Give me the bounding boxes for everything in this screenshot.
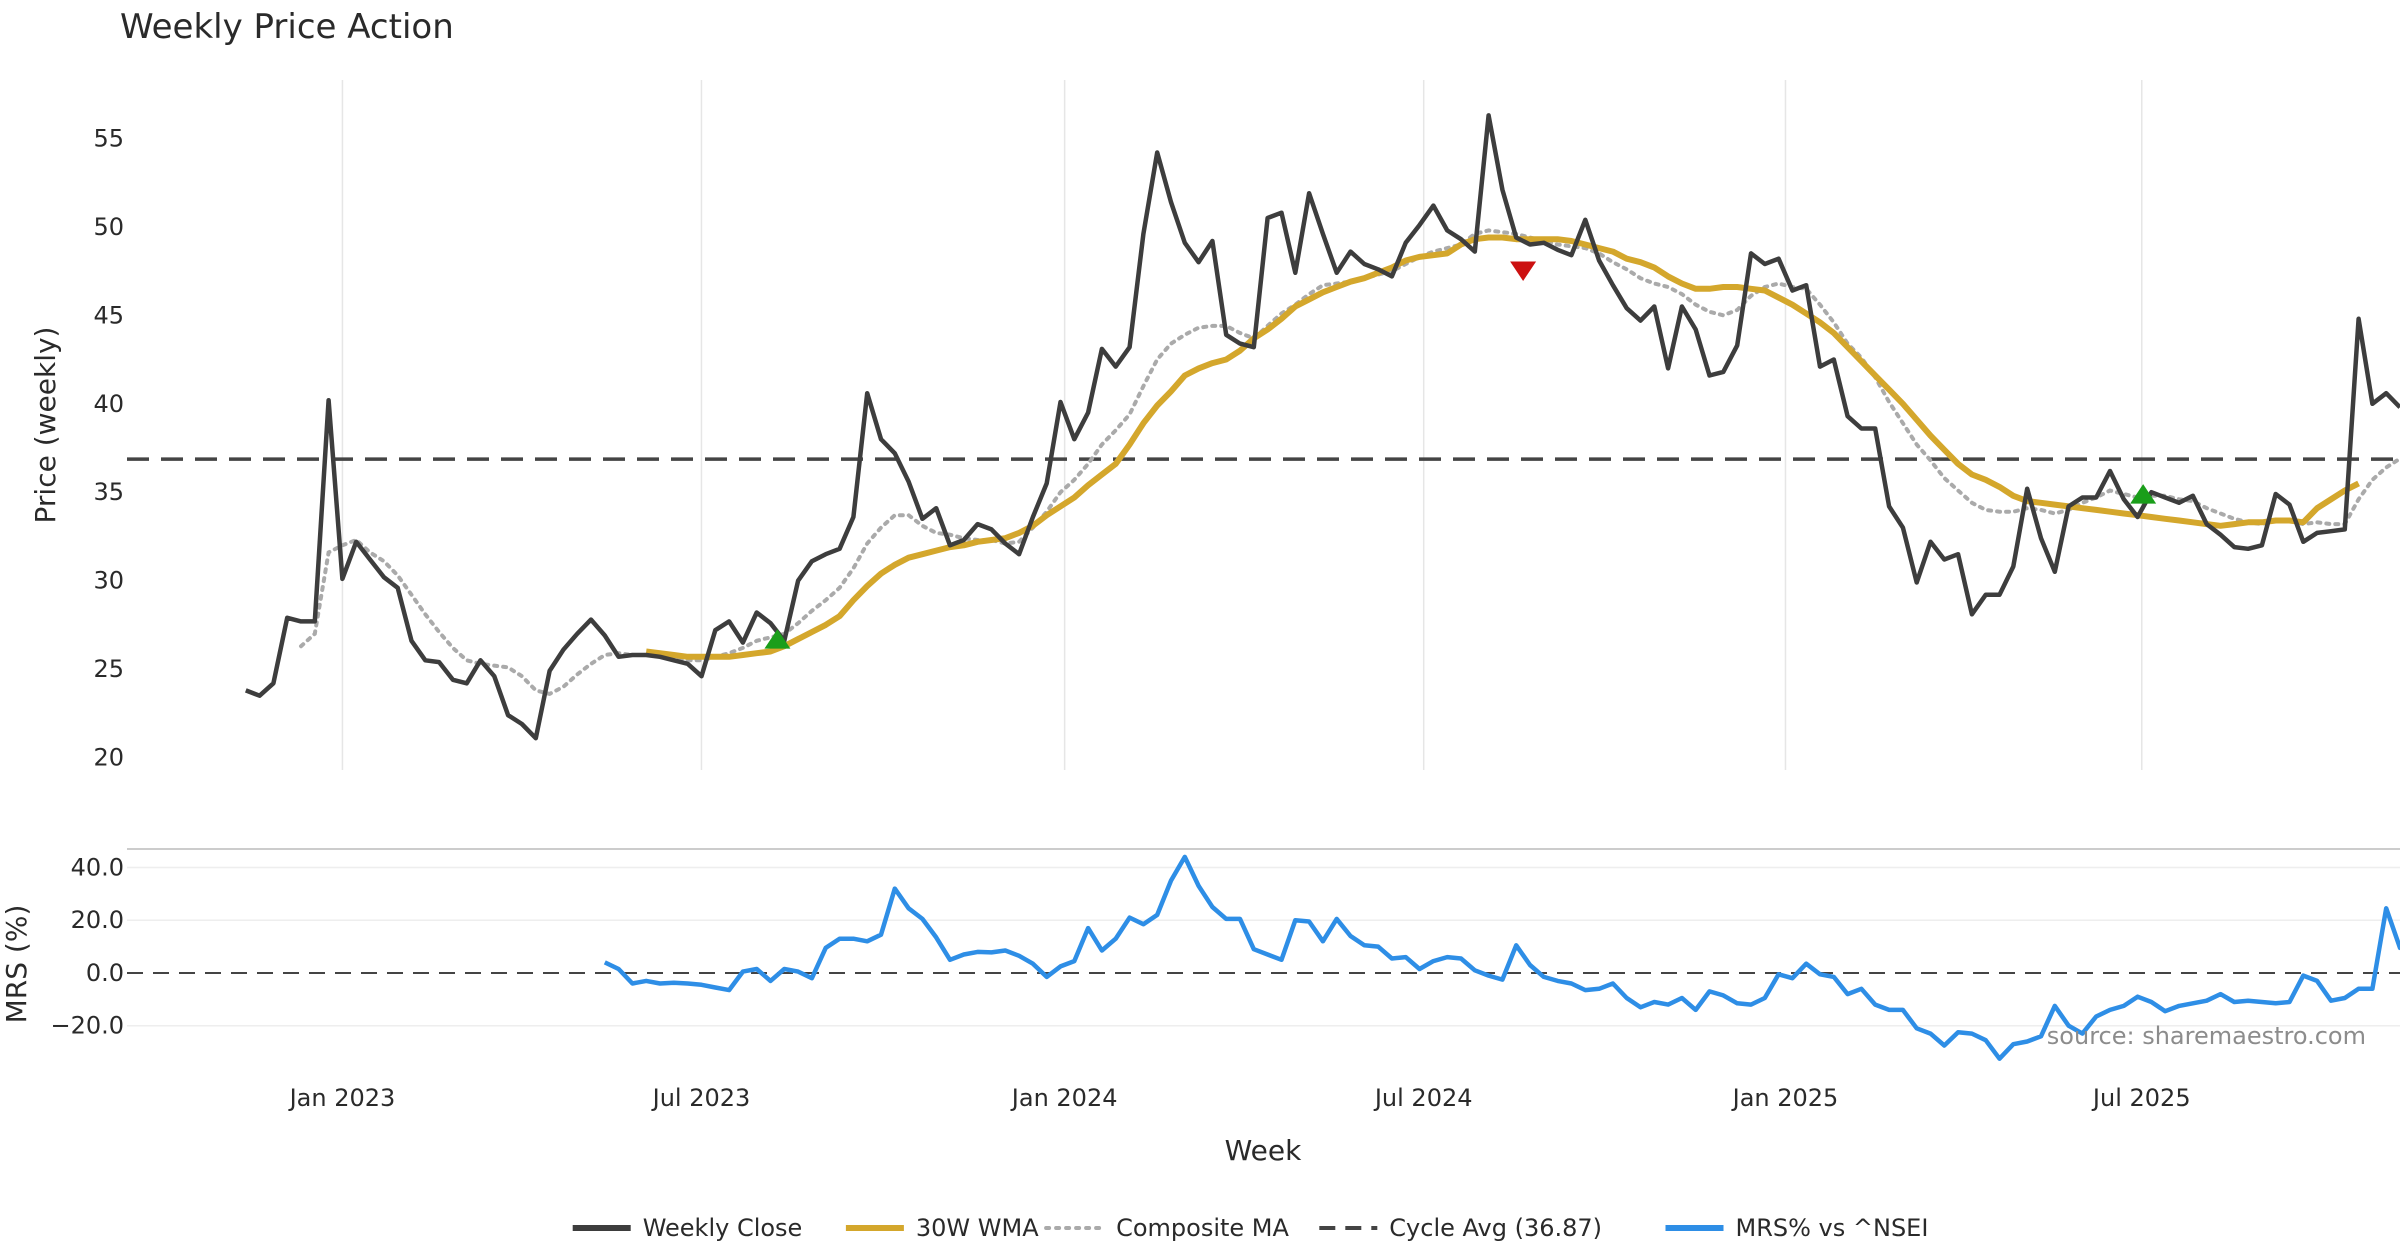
legend-label: Cycle Avg (36.87)	[1389, 1214, 1602, 1242]
legend-item: MRS% vs ^NSEI	[1665, 1214, 1929, 1242]
composite-ma-line	[299, 228, 2400, 697]
x-tick-label: Jul 2025	[2091, 1084, 2191, 1112]
buy-signal-marker	[2130, 484, 2157, 504]
price-y-tick-label: 50	[93, 213, 124, 241]
price-y-tick-label: 30	[93, 567, 124, 595]
x-tick-label: Jan 2024	[1010, 1084, 1118, 1112]
price-y-tick-label: 20	[93, 744, 124, 772]
x-tick-label: Jan 2025	[1731, 1084, 1839, 1112]
mrs-y-tick-label: 20.0	[71, 906, 124, 934]
buy-signal-marker	[764, 629, 791, 649]
x-tick-label: Jul 2023	[651, 1084, 751, 1112]
mrs-y-tick-label: 0.0	[86, 959, 124, 987]
legend-label: MRS% vs ^NSEI	[1736, 1214, 1929, 1242]
price-y-tick-label: 35	[93, 478, 124, 506]
x-ticks: Jan 2023 Jul 2023 Jan 2024 Jul 2024 Jan 2025…	[288, 1084, 2191, 1112]
price-y-axis-label: Price (weekly)	[29, 327, 62, 524]
legend-item: Cycle Avg (36.87)	[1319, 1214, 1602, 1242]
price-panel: 20 25 30 35 40 45 50 55 Price (weekly)	[29, 80, 2400, 772]
wma-30w-line	[645, 234, 2360, 660]
x-axis-label: Week	[1225, 1134, 1302, 1167]
legend-label: Composite MA	[1116, 1214, 1289, 1242]
weekly-close-line	[244, 113, 2400, 741]
price-grid	[341, 80, 2143, 770]
sell-signal-marker	[1510, 261, 1537, 282]
source-credit: source: sharemaestro.com	[2047, 1022, 2366, 1050]
price-y-tick-label: 55	[93, 124, 124, 152]
legend-item: Composite MA	[1044, 1214, 1290, 1242]
x-tick-label: Jan 2023	[288, 1084, 396, 1112]
signal-markers	[764, 261, 2157, 649]
mrs-grid	[127, 866, 2400, 1027]
mrs-y-ticks: −20.0 0.0 20.0 40.0	[50, 853, 124, 1039]
mrs-y-axis-label: MRS (%)	[0, 905, 33, 1024]
mrs-line	[603, 854, 2400, 1061]
mrs-y-tick-label: 40.0	[71, 853, 124, 881]
x-tick-label: Jul 2024	[1373, 1084, 1473, 1112]
legend-label: 30W WMA	[916, 1214, 1039, 1242]
price-y-ticks: 20 25 30 35 40 45 50 55	[93, 124, 124, 771]
legend-item: Weekly Close	[572, 1214, 803, 1242]
price-y-tick-label: 40	[93, 390, 124, 418]
price-y-tick-label: 45	[93, 301, 124, 329]
legend-label: Weekly Close	[643, 1214, 803, 1242]
mrs-y-tick-label: −20.0	[50, 1012, 124, 1040]
legend: Weekly Close 30W WMA Composite MA Cycle Avg…	[572, 1214, 1929, 1242]
legend-item: 30W WMA	[845, 1214, 1039, 1242]
price-y-tick-label: 25	[93, 655, 124, 683]
mrs-panel: −20.0 0.0 20.0 40.0 MRS (%) source: sharema…	[0, 848, 2400, 1061]
chart-title: Weekly Price Action	[120, 7, 454, 47]
